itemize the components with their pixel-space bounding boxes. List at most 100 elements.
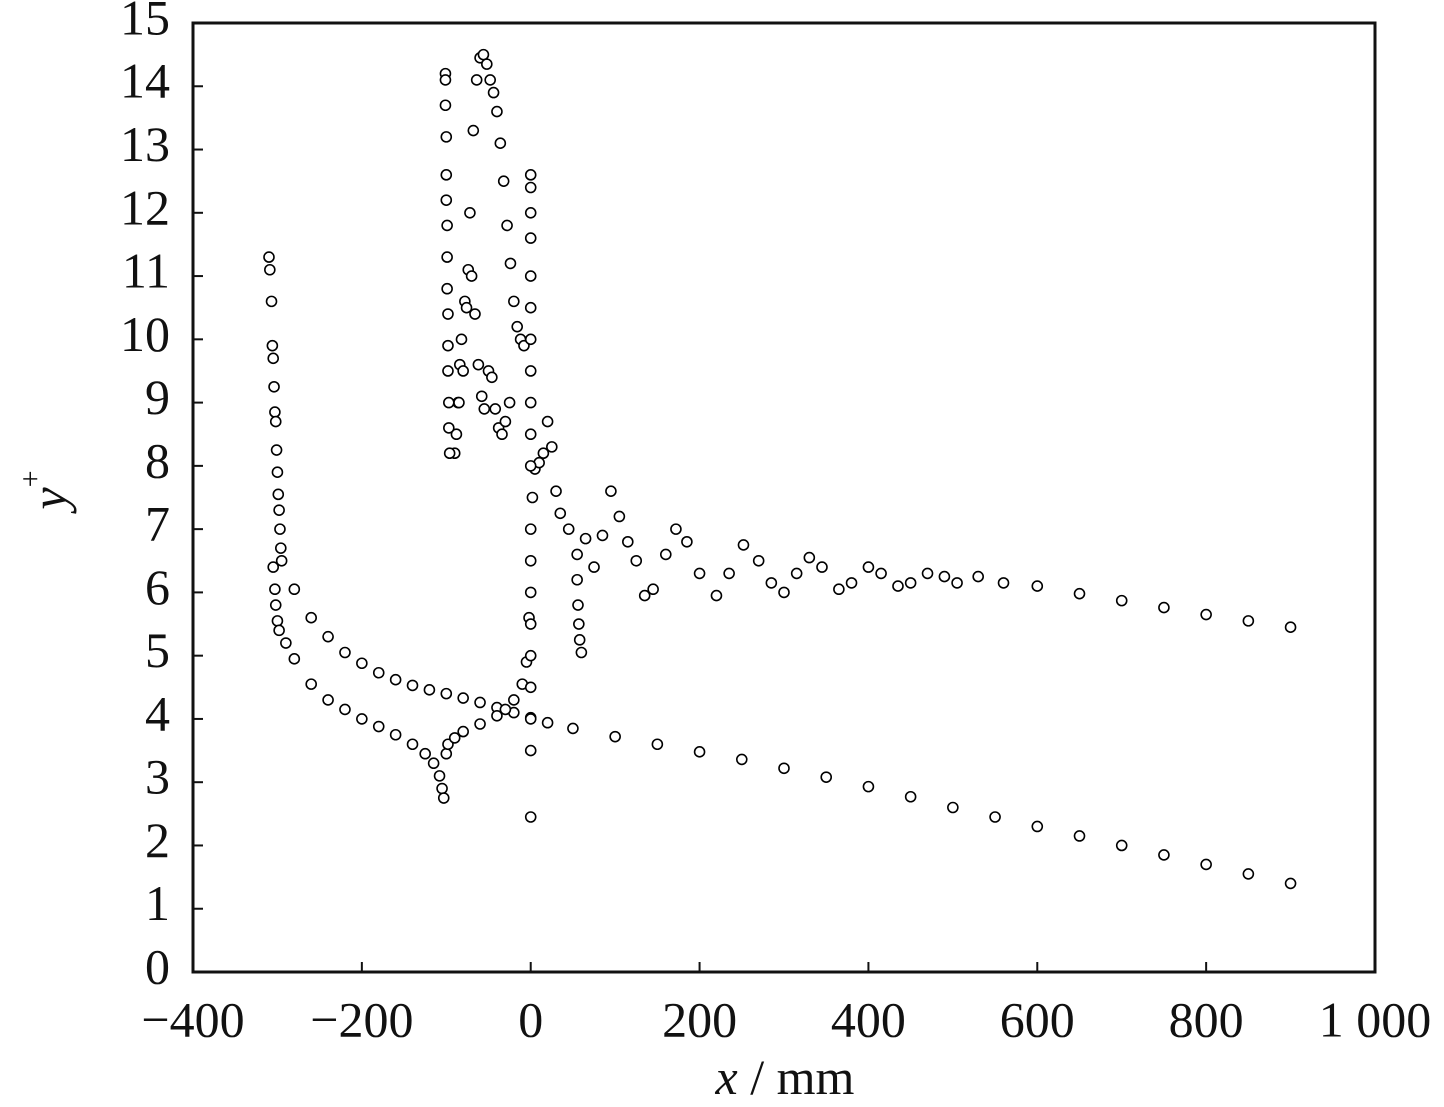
data-point xyxy=(778,762,790,775)
data-point xyxy=(440,131,453,143)
data-point xyxy=(443,447,456,460)
data-point xyxy=(524,396,537,409)
data-point xyxy=(609,730,621,743)
data-point xyxy=(487,86,500,99)
data-point xyxy=(305,611,318,624)
data-point xyxy=(469,308,481,320)
data-point xyxy=(464,207,476,219)
data-point xyxy=(752,554,765,567)
data-point xyxy=(264,263,276,276)
data-point xyxy=(268,380,280,393)
data-point xyxy=(499,415,512,428)
data-point xyxy=(550,485,562,497)
data-point xyxy=(441,282,453,295)
y-tick-label: 14 xyxy=(120,53,170,109)
data-point xyxy=(524,523,537,535)
data-point xyxy=(972,570,984,583)
data-point xyxy=(460,301,473,314)
y-tick-label: 10 xyxy=(120,306,170,362)
y-axis-sup: + xyxy=(14,470,47,487)
data-point xyxy=(862,561,875,573)
data-point xyxy=(472,358,485,371)
data-point xyxy=(441,219,453,232)
data-point xyxy=(524,618,537,630)
data-point xyxy=(1242,868,1255,880)
data-point xyxy=(288,653,301,665)
data-point xyxy=(442,339,454,352)
data-point xyxy=(997,577,1010,589)
data-point xyxy=(737,539,750,551)
y-tick-label: 0 xyxy=(145,938,170,994)
data-point xyxy=(442,365,454,377)
data-point xyxy=(572,599,584,611)
data-point xyxy=(437,792,450,804)
data-point xyxy=(524,554,537,567)
data-point xyxy=(904,577,917,589)
data-point xyxy=(270,444,283,456)
data-point xyxy=(541,415,554,428)
data-point xyxy=(427,757,440,770)
data-point xyxy=(440,169,453,181)
data-point xyxy=(489,403,502,415)
data-point xyxy=(455,333,468,346)
data-point xyxy=(322,694,334,706)
data-point xyxy=(947,801,959,814)
data-point xyxy=(478,403,491,415)
data-point xyxy=(989,811,1001,823)
data-point xyxy=(457,365,469,377)
data-point xyxy=(524,333,537,346)
data-point xyxy=(267,561,280,573)
data-point xyxy=(833,583,845,596)
y-tick-label: 8 xyxy=(145,432,170,488)
data-point xyxy=(442,308,454,320)
data-point xyxy=(263,251,275,263)
data-point xyxy=(275,542,287,554)
y-tick-label: 12 xyxy=(120,179,170,235)
data-point xyxy=(573,618,585,630)
data-point xyxy=(494,137,507,150)
data-point xyxy=(269,406,281,418)
data-point xyxy=(524,713,537,725)
y-tick-label: 6 xyxy=(145,559,170,615)
data-point xyxy=(491,105,503,118)
data-point xyxy=(820,771,833,783)
data-point xyxy=(541,716,554,729)
data-point xyxy=(501,219,513,232)
data-point xyxy=(546,441,558,453)
data-point xyxy=(573,634,586,646)
data-point xyxy=(475,390,488,403)
data-point xyxy=(288,583,301,596)
x-tick-label: 600 xyxy=(1000,991,1075,1047)
data-point xyxy=(778,586,790,599)
data-point xyxy=(630,554,643,567)
data-point xyxy=(499,703,512,716)
x-axis-label: x / mm xyxy=(715,1049,855,1105)
data-point xyxy=(524,301,537,314)
data-point xyxy=(524,681,537,694)
data-point xyxy=(439,74,452,86)
data-point xyxy=(339,646,351,659)
data-point xyxy=(280,637,292,649)
data-point xyxy=(339,703,351,716)
data-point xyxy=(491,709,503,722)
y-tick-label: 13 xyxy=(120,116,170,172)
data-point xyxy=(265,295,278,308)
data-point xyxy=(921,567,934,580)
data-point xyxy=(269,583,281,596)
data-point xyxy=(554,507,567,520)
data-point xyxy=(904,790,917,803)
data-point xyxy=(588,561,600,573)
x-axis-unit: / mm xyxy=(738,1049,855,1105)
data-point xyxy=(474,718,486,730)
x-tick-label: 400 xyxy=(831,991,906,1047)
data-point xyxy=(372,720,385,733)
data-point xyxy=(579,532,592,545)
data-point xyxy=(372,666,385,679)
data-point xyxy=(486,371,498,384)
data-point xyxy=(503,396,516,409)
y-tick-label: 1 xyxy=(145,875,170,931)
data-point xyxy=(1200,608,1212,621)
y-axis-var: y xyxy=(21,487,77,515)
data-point xyxy=(419,747,431,760)
data-point xyxy=(524,649,537,662)
